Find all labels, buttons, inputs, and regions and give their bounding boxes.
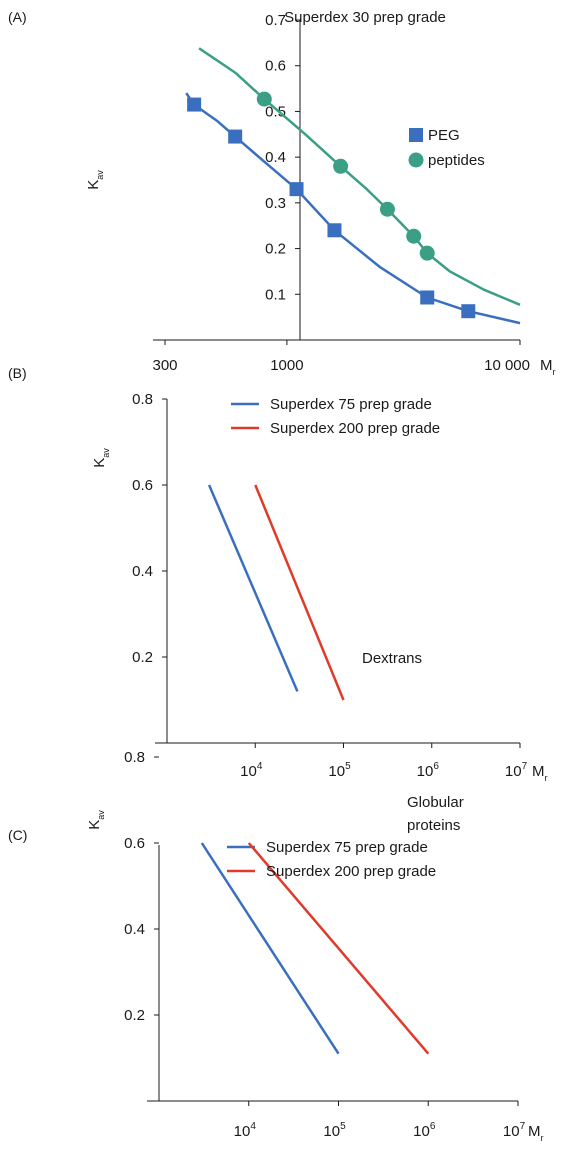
x-axis-label-sub: r <box>553 367 556 377</box>
y-tick-label: 0.4 <box>265 149 286 166</box>
x-tick-exponent: 6 <box>433 761 439 772</box>
series-line-0 <box>200 842 340 1055</box>
x-axis-label: Mr <box>540 357 556 377</box>
y-tick-label: 0.4 <box>124 921 145 938</box>
y-axis-label-sub: av <box>96 810 106 820</box>
x-tick-label: 107 <box>505 761 528 780</box>
data-point-square <box>327 223 342 238</box>
legend-marker-circle <box>408 152 424 168</box>
y-tick-label: 0.8 <box>132 391 153 408</box>
x-axis-label-main: M <box>528 1123 541 1140</box>
panel-label: (A) <box>8 9 27 25</box>
data-point-square <box>228 129 243 144</box>
x-tick-label: 10 000 <box>484 357 530 374</box>
series-line-1 <box>247 842 430 1055</box>
series-line-0 <box>207 484 299 692</box>
x-tick-base: 10 <box>323 1123 340 1140</box>
data-point-circle <box>333 158 349 174</box>
series-line-1 <box>198 47 521 306</box>
series-line-1 <box>254 484 345 701</box>
x-tick-exponent: 5 <box>340 1121 346 1132</box>
y-axis-label-main: K <box>86 820 103 830</box>
x-tick-base: 10 <box>413 1123 430 1140</box>
x-tick-base: 10 <box>417 763 434 780</box>
y-tick-label: 0.4 <box>132 563 153 580</box>
legend-label: Superdex 200 prep grade <box>270 420 440 437</box>
x-tick-base: 10 <box>505 763 522 780</box>
y-tick-label: 0.8 <box>124 749 145 766</box>
x-tick-exponent: 6 <box>430 1121 436 1132</box>
x-tick-label: 106 <box>417 761 440 780</box>
legend-marker-square <box>409 128 423 142</box>
series-line-0 <box>185 92 521 325</box>
data-point-circle <box>406 228 422 244</box>
y-axis-label: Kav <box>86 810 106 830</box>
x-tick-exponent: 4 <box>257 761 263 772</box>
y-tick-label: 0.6 <box>265 58 286 75</box>
y-tick-label: 0.2 <box>124 1007 145 1024</box>
x-tick-exponent: 4 <box>250 1121 256 1132</box>
panel-label: (B) <box>8 365 27 381</box>
x-axis-label-sub: r <box>545 773 548 783</box>
chart-title: Superdex 30 prep grade <box>284 9 446 26</box>
x-tick-label: 1000 <box>270 357 303 374</box>
x-tick-label: 105 <box>328 761 351 780</box>
x-tick-base: 10 <box>503 1123 520 1140</box>
x-tick-label: 104 <box>234 1121 257 1140</box>
legend-label: Superdex 200 prep grade <box>266 863 436 880</box>
y-axis-label: Kav <box>85 170 105 190</box>
data-point-square <box>289 182 304 197</box>
annotation-label-line1: Globular <box>407 794 464 811</box>
x-tick-exponent: 7 <box>520 1121 526 1132</box>
y-axis-label-main: K <box>85 180 102 190</box>
x-axis-label: Mr <box>532 763 548 783</box>
x-tick-label: 300 <box>152 357 177 374</box>
x-tick-label: 106 <box>413 1121 436 1140</box>
x-tick-exponent: 5 <box>345 761 351 772</box>
x-axis-label-sub: r <box>541 1133 544 1143</box>
y-tick-label: 0.2 <box>265 241 286 258</box>
data-point-circle <box>379 201 395 217</box>
y-tick-label: 0.6 <box>132 477 153 494</box>
data-point-circle <box>419 245 435 261</box>
x-tick-base: 10 <box>328 763 345 780</box>
legend-label: Superdex 75 prep grade <box>270 396 432 413</box>
y-tick-label: 0.3 <box>265 195 286 212</box>
x-tick-base: 10 <box>240 763 257 780</box>
data-point-circle <box>256 91 272 107</box>
legend-label: Superdex 75 prep grade <box>266 839 428 856</box>
x-axis-label-main: M <box>532 763 545 780</box>
x-tick-base: 10 <box>234 1123 251 1140</box>
x-tick-exponent: 7 <box>522 761 528 772</box>
x-axis-label-main: M <box>540 357 553 374</box>
y-axis-label-main: K <box>91 458 108 468</box>
annotation-label-line2: proteins <box>407 817 460 834</box>
y-axis-label-sub: av <box>101 448 111 458</box>
y-tick-label: 0.5 <box>265 103 286 120</box>
panel-label: (C) <box>8 827 27 843</box>
y-axis-label-sub: av <box>95 170 105 180</box>
data-point-square <box>187 97 202 112</box>
y-tick-label: 0.1 <box>265 286 286 303</box>
y-tick-label: 0.7 <box>265 12 286 29</box>
x-tick-label: 107 <box>503 1121 526 1140</box>
y-tick-label: 0.6 <box>124 835 145 852</box>
x-axis-label: Mr <box>528 1123 544 1143</box>
legend-label: peptides <box>428 152 485 169</box>
y-axis-label: Kav <box>91 448 111 468</box>
data-point-square <box>461 304 476 319</box>
y-tick-label: 0.2 <box>132 649 153 666</box>
x-tick-label: 105 <box>323 1121 346 1140</box>
x-tick-label: 104 <box>240 761 263 780</box>
annotation-label: Dextrans <box>362 650 422 667</box>
data-point-square <box>420 290 435 305</box>
legend-label: PEG <box>428 127 460 144</box>
